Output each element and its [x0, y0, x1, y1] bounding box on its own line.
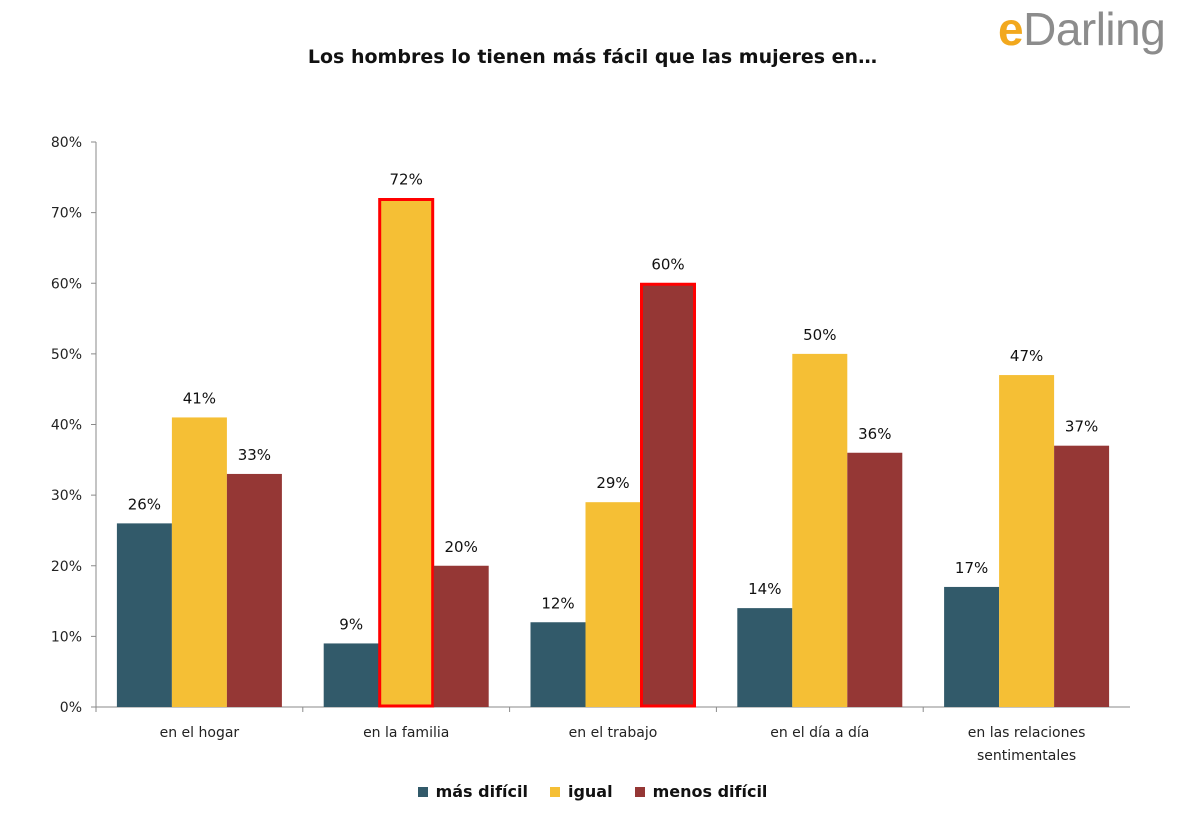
chart-legend: más difícil igual menos difícil	[0, 782, 1185, 801]
data-label: 50%	[803, 326, 836, 344]
bar	[585, 502, 641, 707]
y-tick-label: 80%	[51, 135, 82, 151]
y-tick-label: 50%	[51, 347, 82, 363]
bar	[737, 608, 793, 707]
data-label: 20%	[445, 538, 478, 556]
edarling-logo: eDarling	[998, 3, 1166, 55]
bar	[323, 643, 379, 707]
legend-swatch	[634, 786, 645, 797]
y-tick-label: 60%	[51, 276, 82, 292]
bar	[226, 473, 282, 707]
bar	[1054, 445, 1110, 707]
bar	[847, 452, 903, 707]
x-tick-label: sentimentales	[977, 748, 1076, 764]
chart-title: Los hombres lo tienen más fácil que las …	[307, 46, 878, 68]
legend-swatch	[549, 786, 560, 797]
data-label: 12%	[541, 594, 574, 612]
y-tick-label: 0%	[60, 700, 82, 716]
data-label: 26%	[128, 495, 161, 513]
bar	[116, 523, 172, 707]
data-label: 60%	[651, 255, 684, 273]
bar	[792, 353, 848, 707]
legend-item: igual	[549, 782, 613, 801]
legend-swatch	[417, 786, 428, 797]
data-label: 14%	[748, 580, 781, 598]
data-label: 17%	[955, 559, 988, 577]
x-tick-label: en las relaciones	[968, 725, 1086, 741]
data-label: 72%	[390, 171, 423, 189]
bar-highlighted	[378, 198, 435, 708]
legend-item: más difícil	[417, 782, 528, 801]
y-tick-label: 10%	[51, 629, 82, 645]
data-label: 41%	[183, 389, 216, 407]
legend-label: menos difícil	[652, 782, 768, 801]
bar	[999, 375, 1055, 707]
data-label: 29%	[596, 474, 629, 492]
data-label: 47%	[1010, 347, 1043, 365]
y-tick-label: 40%	[51, 418, 82, 434]
y-tick-label: 20%	[51, 559, 82, 575]
x-tick-label: en el hogar	[160, 725, 240, 741]
x-tick-label: en el trabajo	[569, 725, 658, 741]
logo-e: e	[998, 3, 1024, 55]
y-tick-label: 30%	[51, 488, 82, 504]
bar	[530, 622, 586, 707]
bar	[433, 565, 489, 707]
bar	[171, 417, 227, 707]
data-label: 9%	[339, 615, 363, 633]
bar-highlighted	[640, 282, 696, 708]
y-tick-label: 70%	[51, 206, 82, 222]
x-tick-label: en la familia	[363, 725, 449, 741]
logo-darling: Darling	[1023, 3, 1166, 55]
legend-label: más difícil	[435, 782, 528, 801]
x-tick-label: en el día a día	[770, 725, 869, 741]
data-label: 36%	[858, 425, 891, 443]
legend-item: menos difícil	[634, 782, 768, 801]
data-label: 33%	[238, 446, 271, 464]
bar	[944, 586, 1000, 707]
data-label: 37%	[1065, 418, 1098, 436]
legend-label: igual	[567, 782, 613, 801]
